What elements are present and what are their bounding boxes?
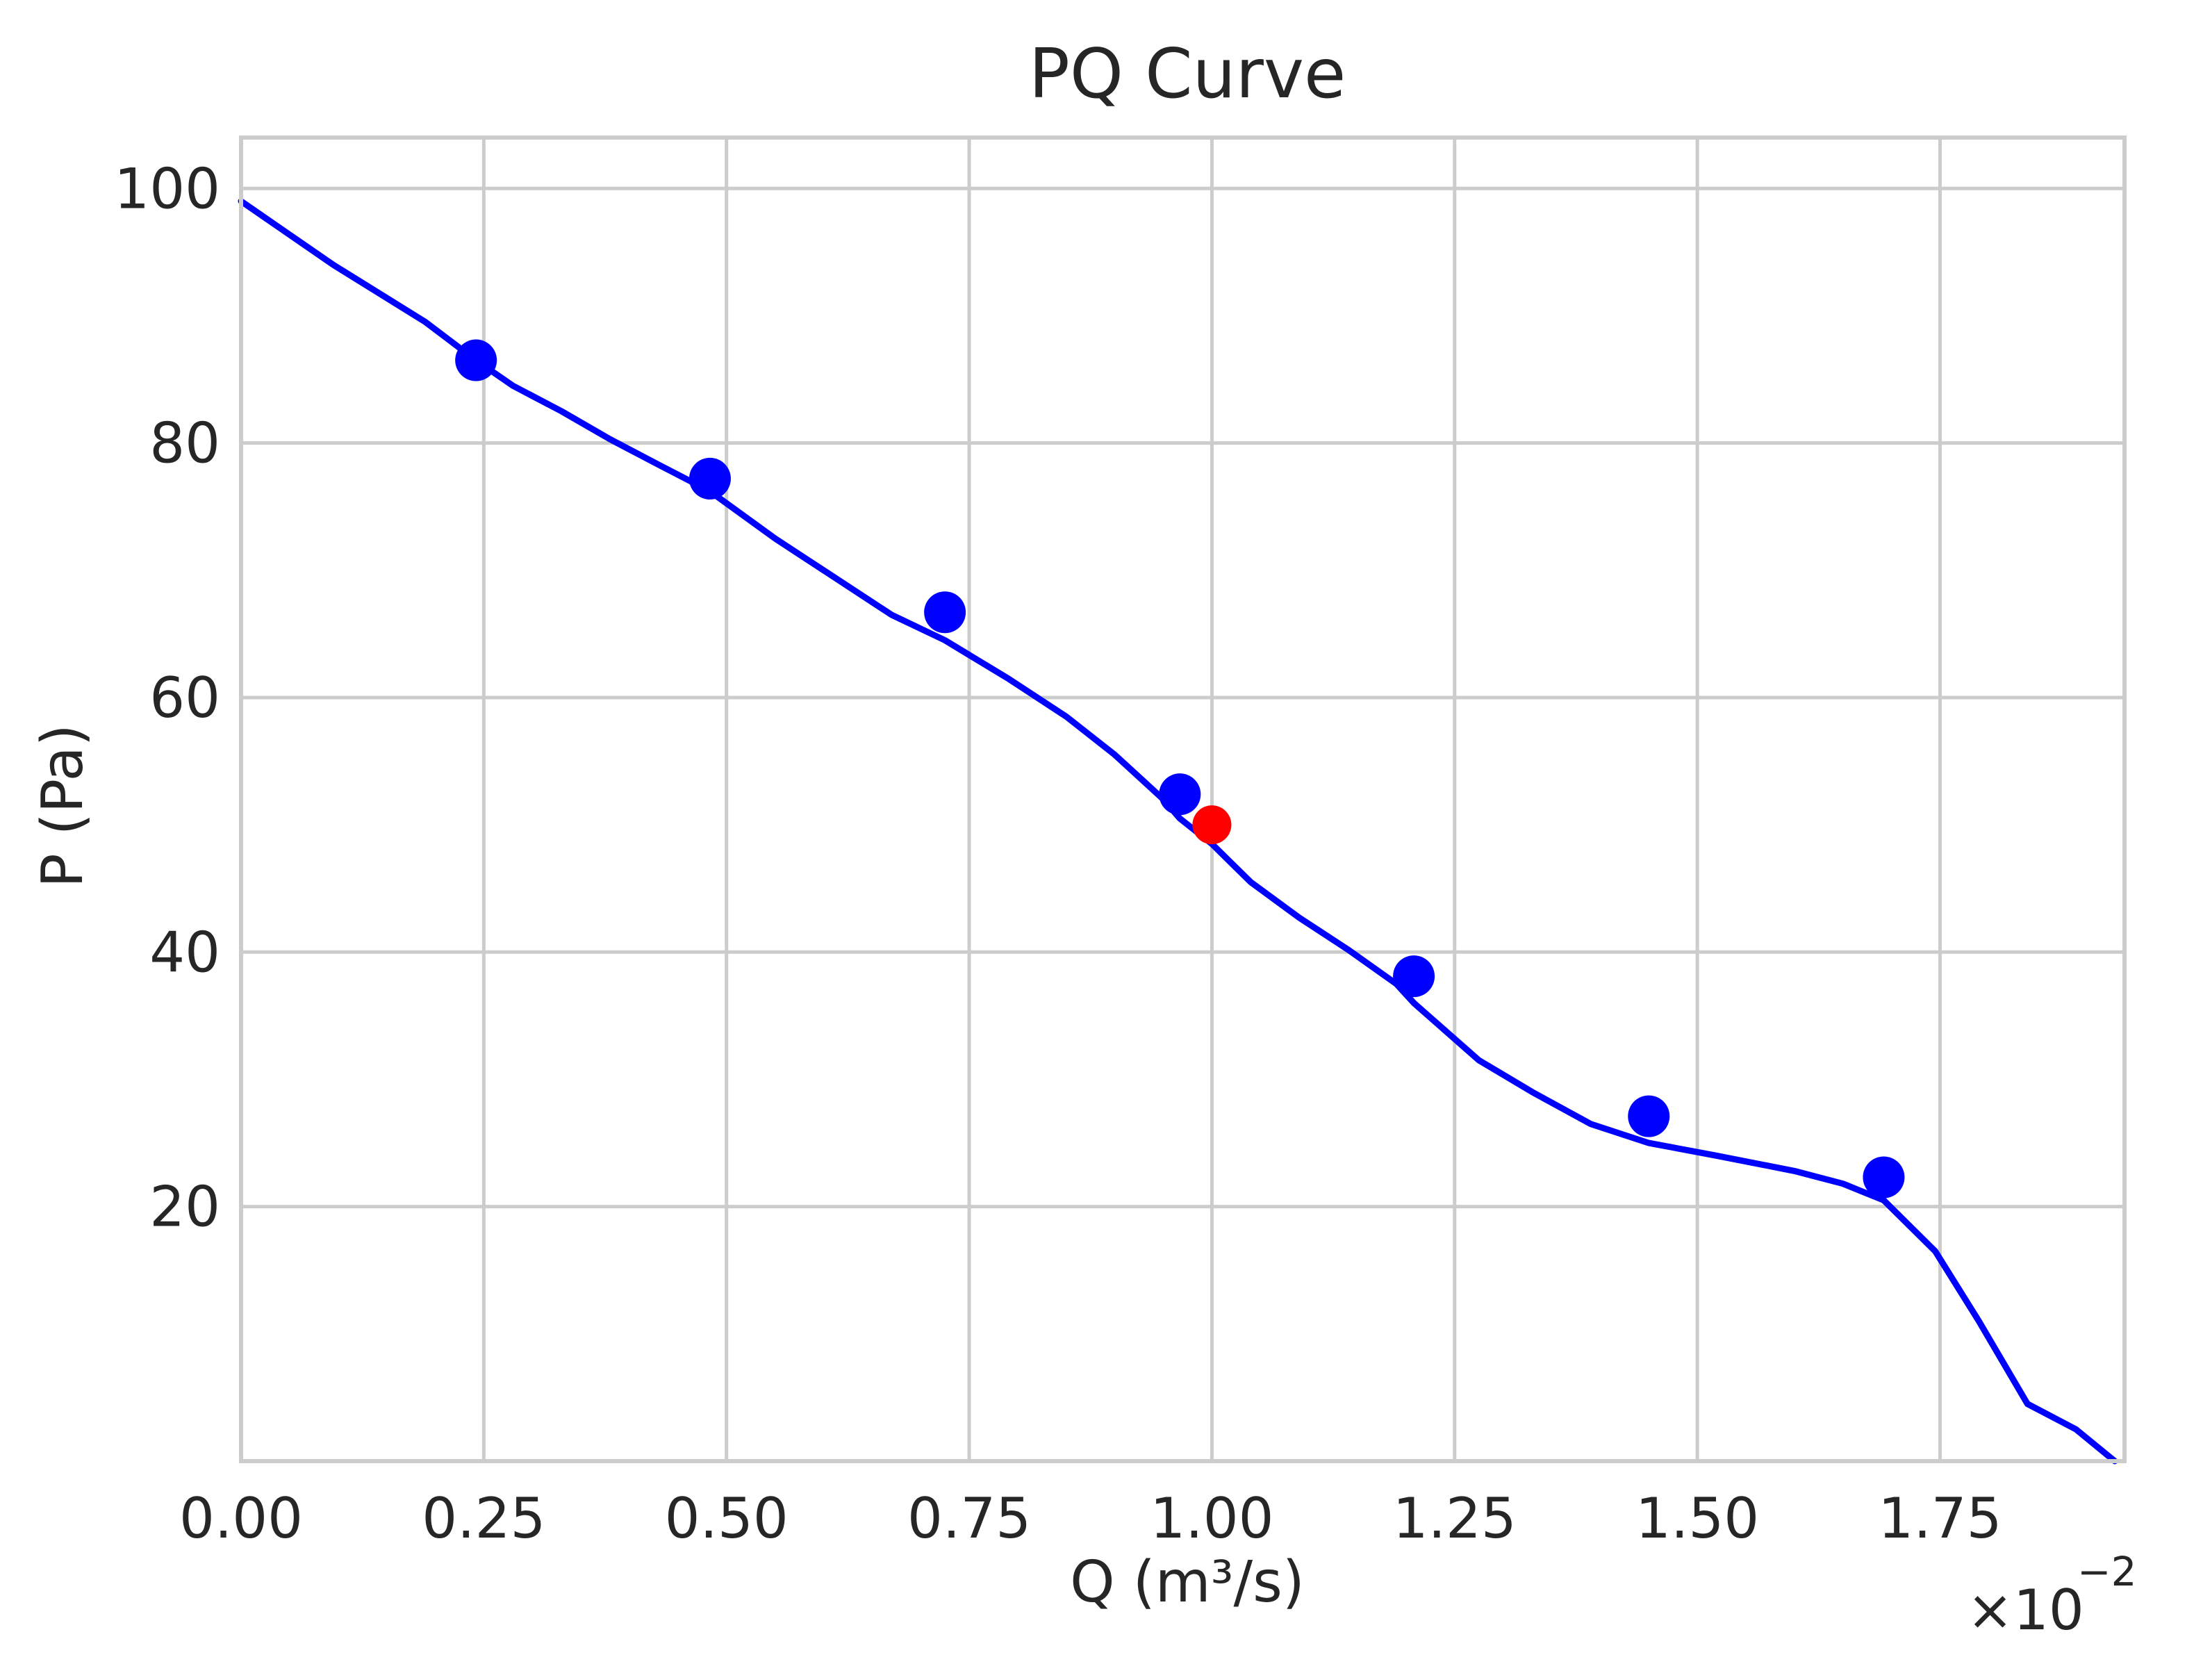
grid <box>239 138 2124 1461</box>
y-tick-label: 80 <box>149 411 220 476</box>
data-point <box>1159 773 1201 816</box>
data-point <box>1393 955 1435 998</box>
x-tick-label: 0.25 <box>422 1486 545 1551</box>
tick-labels: 0.00 0.25 0.50 0.75 1.00 1.25 1.50 1.75 20 40 60 80… <box>114 156 2002 1551</box>
operating-point <box>1192 805 1232 845</box>
x-scale-exponent: −2 <box>2077 1548 2137 1595</box>
plot-frame <box>239 135 2127 1463</box>
x-tick-label: 1.50 <box>1635 1486 1759 1551</box>
data-point <box>688 457 731 500</box>
marker-layer <box>455 339 1905 1199</box>
y-tick-label: 60 <box>149 666 220 730</box>
x-tick-label: 0.50 <box>665 1486 789 1551</box>
data-point <box>1863 1156 1905 1199</box>
x-tick-label: 1.00 <box>1150 1486 1273 1551</box>
y-tick-label: 20 <box>149 1175 220 1240</box>
y-axis-label: P (Pa) <box>30 724 96 888</box>
series-layer <box>238 198 2118 1465</box>
y-tick-label: 40 <box>149 920 220 985</box>
x-tick-label: 1.75 <box>1878 1486 2002 1551</box>
x-scale-label: ×10 <box>1967 1578 2084 1642</box>
x-axis-label: Q (m³/s) <box>1070 1549 1305 1615</box>
y-tick-label: 100 <box>114 156 220 221</box>
x-tick-label: 0.75 <box>907 1486 1031 1551</box>
data-point <box>1628 1095 1670 1137</box>
chart-title: PQ Curve <box>1029 35 1346 114</box>
x-tick-label: 1.25 <box>1393 1486 1517 1551</box>
data-point <box>455 339 497 381</box>
series-line <box>238 198 2118 1465</box>
data-point <box>924 591 966 634</box>
x-tick-label: 0.00 <box>179 1486 303 1551</box>
